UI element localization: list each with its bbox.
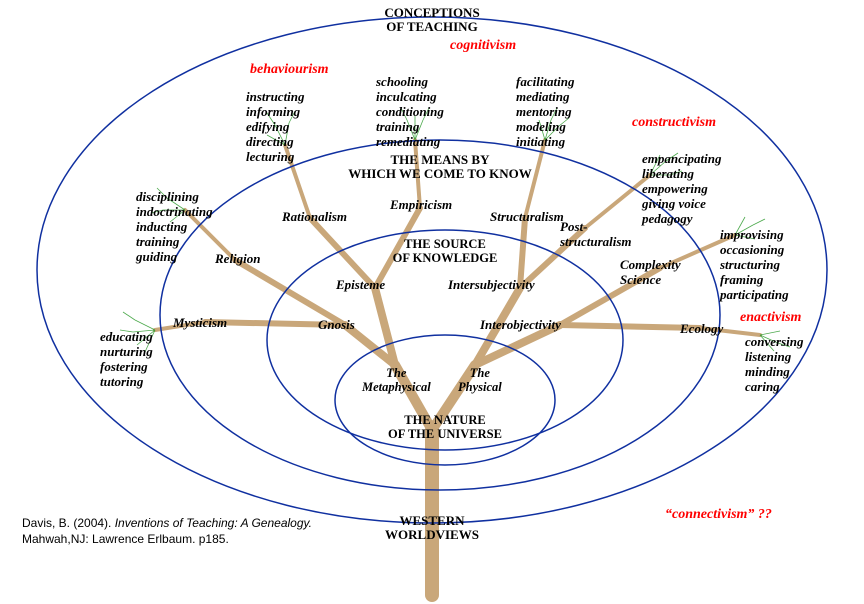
branch-post-structuralism: Post-structuralism <box>560 220 632 250</box>
cluster-improvising: improvisingoccasioningstructuringframing… <box>720 228 789 303</box>
citation-rest: Mahwah,NJ: Lawrence Erlbaum. p185. <box>22 532 229 546</box>
theory-behaviourism: behaviourism <box>250 62 329 78</box>
theory-constructivism: constructivism <box>632 115 716 131</box>
cluster-conversing: conversinglisteningmindingcaring <box>745 335 804 395</box>
branch-ecology: Ecology <box>680 322 723 337</box>
theory-cognitivism: cognitivism <box>450 38 516 54</box>
branch-episteme: Episteme <box>336 278 385 293</box>
cluster-schooling: schoolinginculcatingconditioningtraining… <box>376 75 444 150</box>
cluster-instructing: instructinginformingedifyingdirectinglec… <box>246 90 305 165</box>
diagram-stage: CONCEPTIONS OF TEACHING THE MEANS BY WHI… <box>0 0 864 604</box>
header-nature: THE NATURE OF THE UNIVERSE <box>388 414 502 442</box>
branch-physical: ThePhysical <box>458 366 502 395</box>
branch-metaphysical: TheMetaphysical <box>362 366 431 395</box>
theory-connectivism: “connectivism” ?? <box>665 507 772 523</box>
citation-title: Inventions of Teaching: A Genealogy. <box>115 516 312 530</box>
branch-religion: Religion <box>215 252 261 267</box>
header-western: WESTERN WORLDVIEWS <box>385 514 479 543</box>
branch-complexity: ComplexityScience <box>620 258 681 288</box>
header-means: THE MEANS BY WHICH WE COME TO KNOW <box>348 153 531 182</box>
citation: Davis, B. (2004). Inventions of Teaching… <box>22 515 312 547</box>
citation-author: Davis, B. (2004). <box>22 516 115 530</box>
branch-gnosis: Gnosis <box>318 318 355 333</box>
branch-interobjectivity: Interobjectivity <box>480 318 561 333</box>
branch-rationalism: Rationalism <box>282 210 347 225</box>
header-conceptions: CONCEPTIONS OF TEACHING <box>384 6 479 35</box>
branch-empiricism: Empiricism <box>390 198 452 213</box>
cluster-facilitating: facilitatingmediatingmentoringmodelingin… <box>516 75 575 150</box>
cluster-empancipating: empancipatingliberatingempoweringgiving … <box>642 152 721 227</box>
theory-enactivism: enactivism <box>740 310 801 326</box>
branch-intersubjectivity: Intersubjectivity <box>448 278 535 293</box>
header-source: THE SOURCE OF KNOWLEDGE <box>393 238 498 266</box>
cluster-educating: educatingnurturingfosteringtutoring <box>100 330 153 390</box>
branch-mysticism: Mysticism <box>173 316 227 331</box>
cluster-disciplining: discipliningindoctrinatinginductingtrain… <box>136 190 213 265</box>
branch-structuralism: Structuralism <box>490 210 564 225</box>
